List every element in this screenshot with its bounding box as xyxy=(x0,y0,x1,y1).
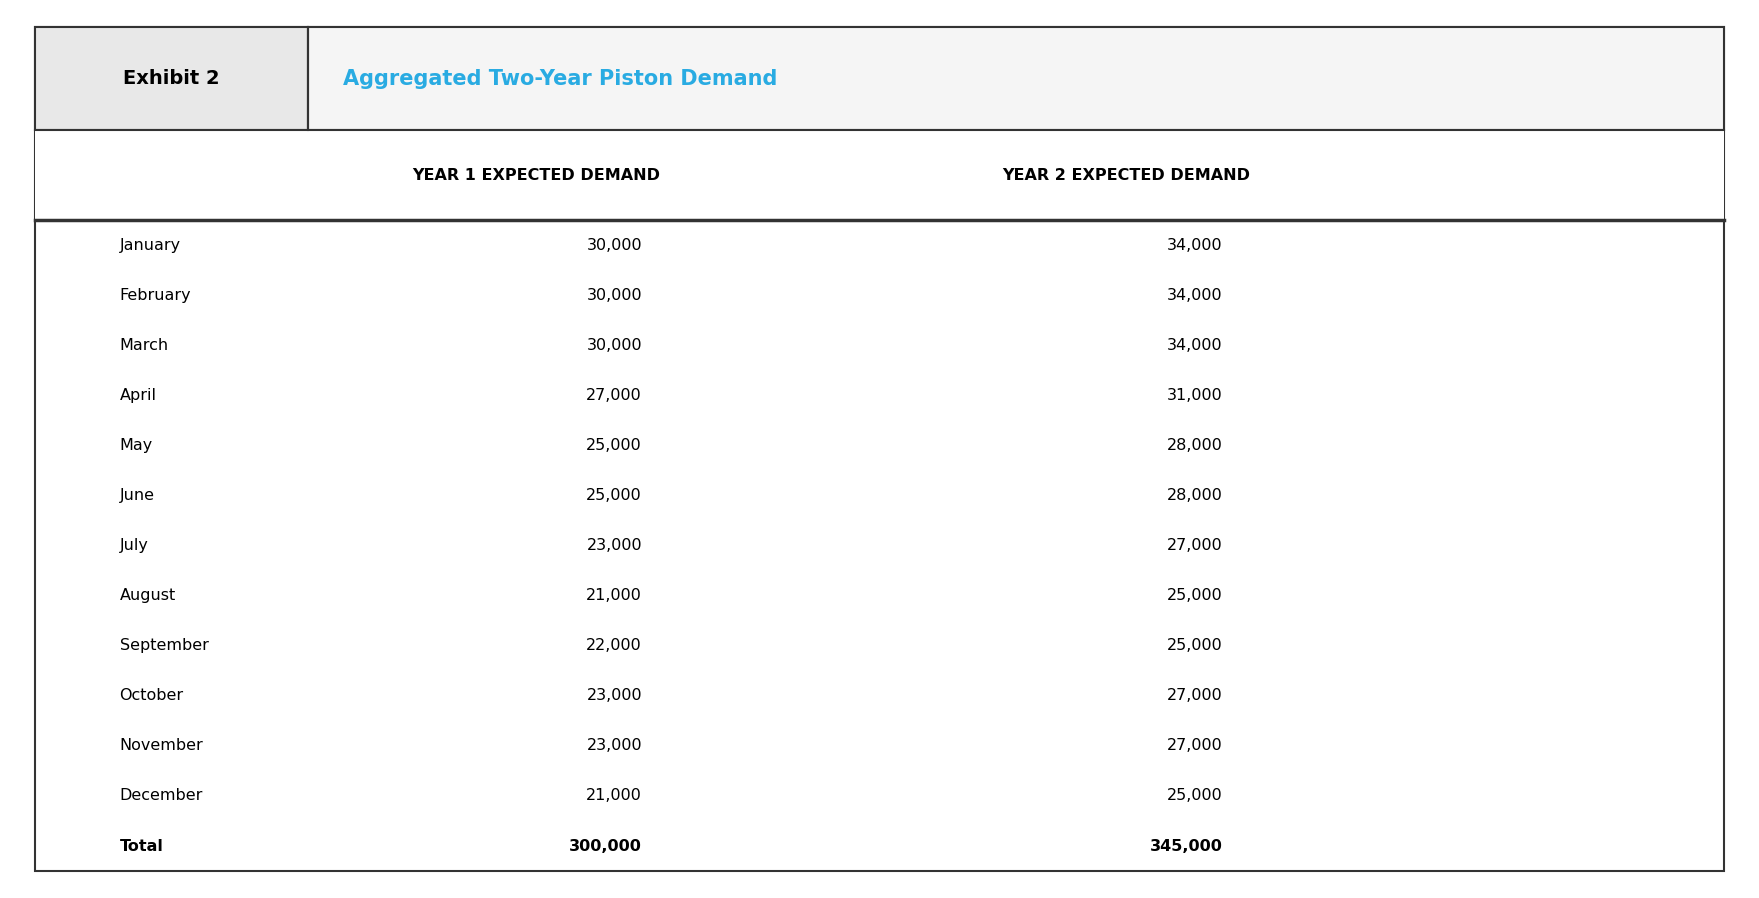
Text: Aggregated Two-Year Piston Demand: Aggregated Two-Year Piston Demand xyxy=(343,68,777,89)
Bar xyxy=(35,27,308,130)
Text: November: November xyxy=(120,738,204,753)
Text: 28,000: 28,000 xyxy=(1166,488,1223,503)
Text: December: December xyxy=(120,788,202,804)
Text: 300,000: 300,000 xyxy=(570,839,642,853)
Text: 27,000: 27,000 xyxy=(1166,688,1223,703)
Text: May: May xyxy=(120,438,153,453)
Text: 28,000: 28,000 xyxy=(1166,438,1223,453)
Text: 30,000: 30,000 xyxy=(586,338,642,353)
Text: 23,000: 23,000 xyxy=(586,538,642,553)
Text: October: October xyxy=(120,688,183,703)
Text: February: February xyxy=(120,287,192,303)
Text: 23,000: 23,000 xyxy=(586,688,642,703)
Text: 345,000: 345,000 xyxy=(1150,839,1223,853)
Text: 31,000: 31,000 xyxy=(1166,388,1223,403)
Text: 27,000: 27,000 xyxy=(1166,738,1223,753)
Text: August: August xyxy=(120,588,176,603)
Text: 25,000: 25,000 xyxy=(586,438,642,453)
Text: 23,000: 23,000 xyxy=(586,738,642,753)
Bar xyxy=(308,27,1724,130)
Text: 27,000: 27,000 xyxy=(1166,538,1223,553)
Text: March: March xyxy=(120,338,169,353)
Text: 25,000: 25,000 xyxy=(1166,788,1223,804)
Text: Exhibit 2: Exhibit 2 xyxy=(123,69,220,88)
Text: 21,000: 21,000 xyxy=(586,788,642,804)
Text: Total: Total xyxy=(120,839,164,853)
Text: 30,000: 30,000 xyxy=(586,287,642,303)
Text: July: July xyxy=(120,538,148,553)
Text: YEAR 1 EXPECTED DEMAND: YEAR 1 EXPECTED DEMAND xyxy=(413,168,660,182)
Text: 25,000: 25,000 xyxy=(586,488,642,503)
Bar xyxy=(35,130,1724,220)
Text: 25,000: 25,000 xyxy=(1166,638,1223,653)
Text: September: September xyxy=(120,638,209,653)
Text: 25,000: 25,000 xyxy=(1166,588,1223,603)
Text: 21,000: 21,000 xyxy=(586,588,642,603)
Text: June: June xyxy=(120,488,155,503)
Text: 34,000: 34,000 xyxy=(1166,338,1223,353)
Text: 30,000: 30,000 xyxy=(586,238,642,252)
Text: January: January xyxy=(120,238,181,252)
Text: 27,000: 27,000 xyxy=(586,388,642,403)
Text: 34,000: 34,000 xyxy=(1166,238,1223,252)
Text: YEAR 2 EXPECTED DEMAND: YEAR 2 EXPECTED DEMAND xyxy=(1003,168,1249,182)
Text: 22,000: 22,000 xyxy=(586,638,642,653)
Text: 34,000: 34,000 xyxy=(1166,287,1223,303)
Text: April: April xyxy=(120,388,157,403)
